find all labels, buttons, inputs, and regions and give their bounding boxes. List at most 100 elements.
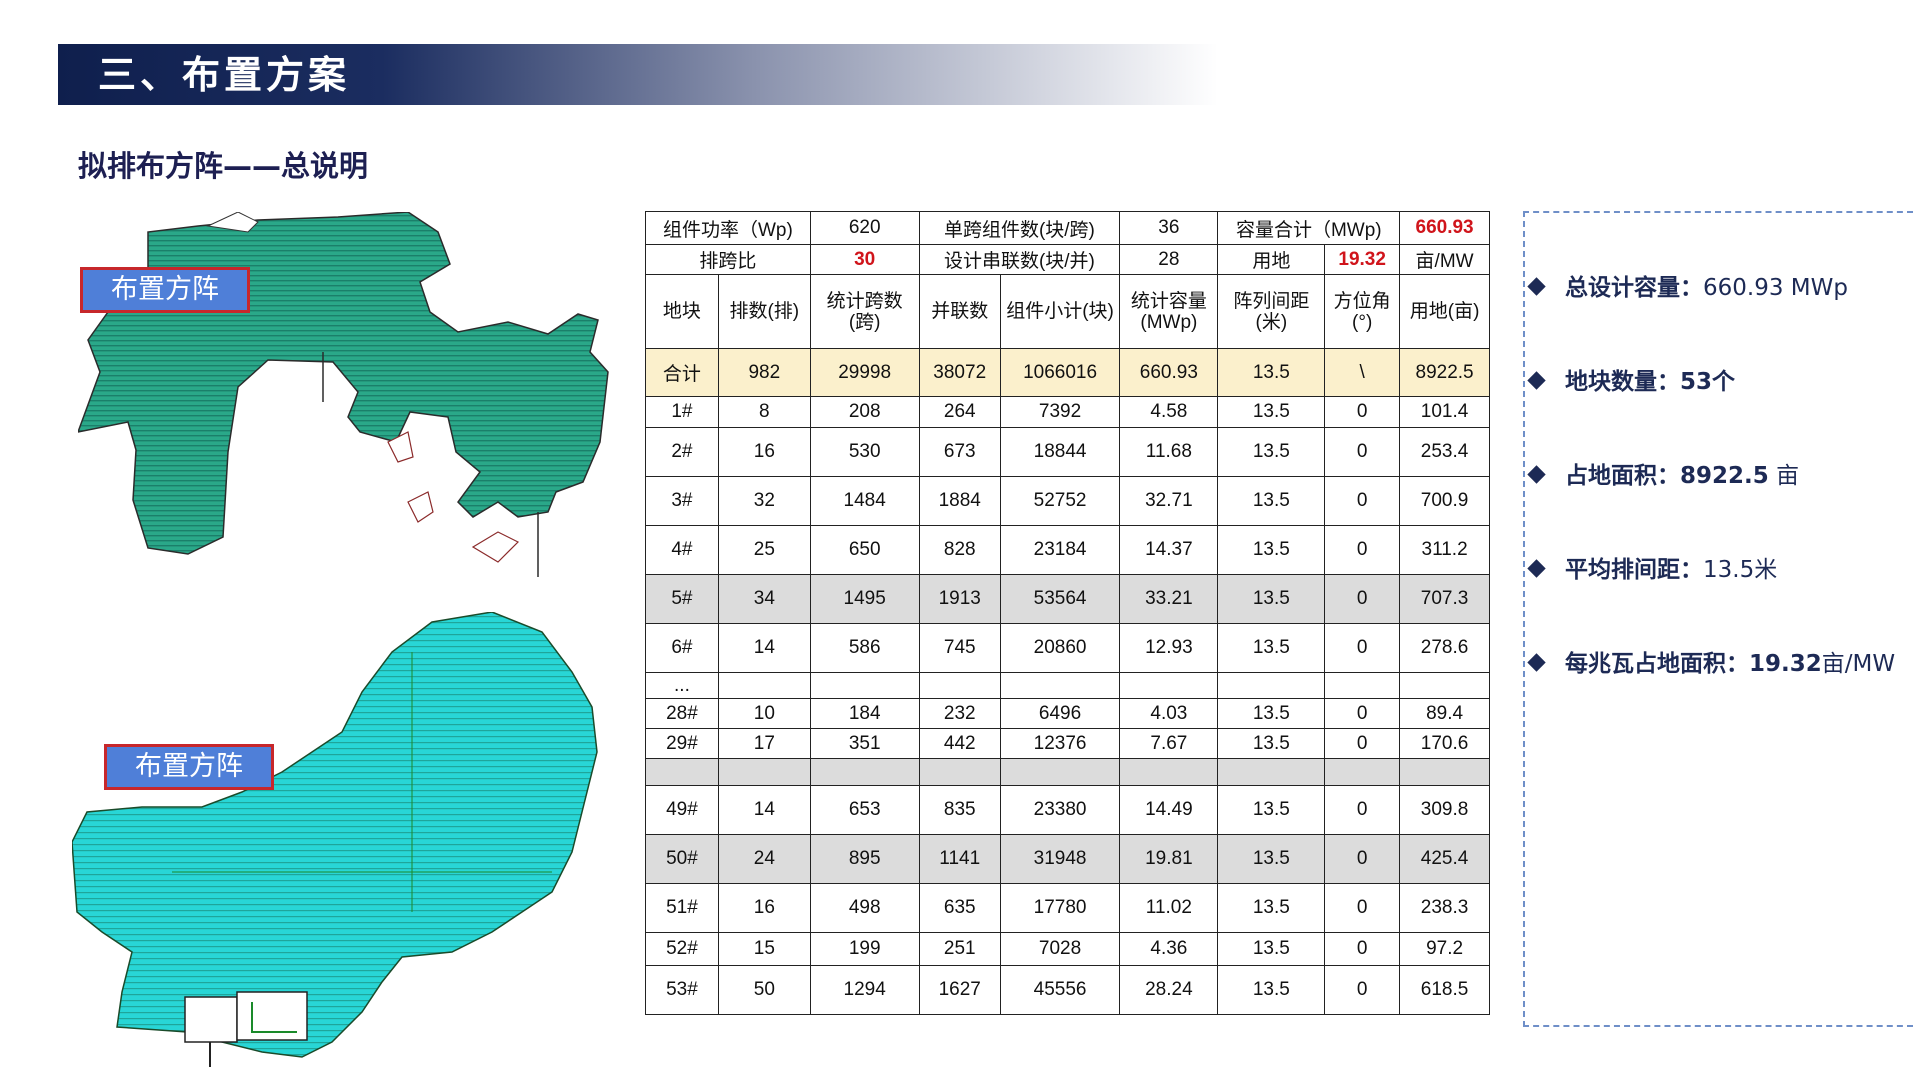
table-cell: 合计: [645, 348, 719, 397]
table-cell: 13.5: [1217, 396, 1326, 428]
table-cell: 982: [717, 348, 811, 397]
table-cell: 1141: [918, 834, 1001, 884]
column-header: 统计跨数(跨): [809, 274, 920, 349]
table-cell: [717, 672, 811, 699]
table-cell: 660.93: [1119, 348, 1219, 397]
table-cell: 238.3: [1399, 883, 1490, 933]
table-cell: [645, 758, 719, 786]
column-header: 方位角(°): [1324, 274, 1401, 349]
column-header: 组件小计(块): [999, 274, 1121, 349]
page-title: 三、布置方案: [98, 53, 351, 97]
table-cell: 425.4: [1399, 834, 1490, 884]
column-header: 统计容量(MWp): [1119, 274, 1219, 349]
column-header: 阵列间距(米): [1217, 274, 1326, 349]
table-cell: 13.5: [1217, 728, 1326, 759]
diamond-bullet-icon: [1527, 559, 1546, 578]
table-cell: 31948: [999, 834, 1121, 884]
table-cell: 52#: [645, 932, 719, 966]
table-row: 3# 32 1484 1884 52752 32.71 13.5 0 700.9: [645, 476, 1490, 526]
param-label: 组件功率（Wp): [645, 211, 811, 245]
table-cell: 13.5: [1217, 623, 1326, 673]
table-cell: 0: [1324, 623, 1401, 673]
summary-item-land-per-mw: 每兆瓦占地面积：19.32亩/MW: [1527, 644, 1896, 678]
table-cell: 4.03: [1119, 698, 1219, 729]
table-row: 49# 14 653 835 23380 14.49 13.5 0 309.8: [645, 785, 1490, 835]
param-value-land: 19.32: [1324, 244, 1401, 275]
table-cell: 311.2: [1399, 525, 1490, 575]
table-cell: 14.49: [1119, 785, 1219, 835]
table-cell: 7.67: [1119, 728, 1219, 759]
summary-item-plot-count: 地块数量：53个: [1527, 362, 1736, 396]
table-cell: 49#: [645, 785, 719, 835]
table-row: [645, 758, 1490, 786]
table-cell: 13.5: [1217, 525, 1326, 575]
table-cell: 1913: [918, 574, 1001, 624]
table-cell: 700.9: [1399, 476, 1490, 526]
table-cell: [1119, 672, 1219, 699]
param-value: 28: [1119, 244, 1219, 275]
table-cell: 101.4: [1399, 396, 1490, 428]
table-cell: 264: [918, 396, 1001, 428]
table-cell: [717, 758, 811, 786]
summary-panel: [1523, 211, 1913, 1027]
table-cell: 14.37: [1119, 525, 1219, 575]
table-cell: 0: [1324, 728, 1401, 759]
table-cell: 29#: [645, 728, 719, 759]
table-row: 4# 25 650 828 23184 14.37 13.5 0 311.2: [645, 525, 1490, 575]
table-cell: 7392: [999, 396, 1121, 428]
table-cell: 13.5: [1217, 785, 1326, 835]
table-cell: 1495: [809, 574, 920, 624]
table-cell: 13.5: [1217, 574, 1326, 624]
table-row: 53# 50 1294 1627 45556 28.24 13.5 0 618.5: [645, 965, 1490, 1015]
table-cell: 8922.5: [1399, 348, 1490, 397]
table-cell: 45556: [999, 965, 1121, 1015]
map-label-top: 布置方阵: [80, 267, 250, 313]
table-row: 29# 17 351 442 12376 7.67 13.5 0 170.6: [645, 728, 1490, 759]
table-cell: 12376: [999, 728, 1121, 759]
table-cell: 32: [717, 476, 811, 526]
summary-value: 13.5米: [1703, 557, 1778, 583]
table-cell: 20860: [999, 623, 1121, 673]
param-value: 620: [809, 211, 920, 245]
param-label: 容量合计（MWp): [1217, 211, 1401, 245]
table-header-row: 地块 排数(排) 统计跨数(跨) 并联数 组件小计(块) 统计容量(MWp) 阵…: [645, 274, 1490, 349]
table-cell: 170.6: [1399, 728, 1490, 759]
summary-label: 总设计容量：: [1565, 275, 1703, 301]
table-cell: 618.5: [1399, 965, 1490, 1015]
summary-label: 地块数量：53个: [1565, 369, 1736, 395]
diamond-bullet-icon: [1527, 277, 1546, 296]
table-row: 1# 8 208 264 7392 4.58 13.5 0 101.4: [645, 396, 1490, 428]
table-cell: 208: [809, 396, 920, 428]
table-cell: [1217, 758, 1326, 786]
table-cell: 0: [1324, 476, 1401, 526]
column-header: 地块: [645, 274, 719, 349]
table-cell: [1119, 758, 1219, 786]
table-cell: 0: [1324, 883, 1401, 933]
map-label-bottom: 布置方阵: [104, 744, 274, 790]
summary-item-total-capacity: 总设计容量：660.93 MWp: [1527, 268, 1848, 302]
table-cell: 530: [809, 427, 920, 477]
summary-value: 亩/MW: [1821, 651, 1896, 677]
header-banner: [58, 44, 1218, 105]
param-label: 用地: [1217, 244, 1326, 275]
table-cell: 1484: [809, 476, 920, 526]
summary-item-row-spacing: 平均排间距：13.5米: [1527, 550, 1778, 584]
table-cell: 0: [1324, 932, 1401, 966]
table-cell: 0: [1324, 698, 1401, 729]
diamond-bullet-icon: [1527, 371, 1546, 390]
table-cell: 8: [717, 396, 811, 428]
table-cell: 835: [918, 785, 1001, 835]
table-cell: \: [1324, 348, 1401, 397]
table-cell: 13.5: [1217, 932, 1326, 966]
table-cell: 18844: [999, 427, 1121, 477]
table-cell: 14: [717, 785, 811, 835]
table-cell: 13.5: [1217, 348, 1326, 397]
params-row-1: 组件功率（Wp) 620 单跨组件数(块/跨) 36 容量合计（MWp) 660…: [645, 211, 1490, 245]
table-cell: [1324, 672, 1401, 699]
total-row: 合计 982 29998 38072 1066016 660.93 13.5 \…: [645, 348, 1490, 397]
table-cell: 1884: [918, 476, 1001, 526]
column-header: 并联数: [918, 274, 1001, 349]
table-cell: 29998: [809, 348, 920, 397]
table-cell: [809, 672, 920, 699]
table-cell: 13.5: [1217, 883, 1326, 933]
